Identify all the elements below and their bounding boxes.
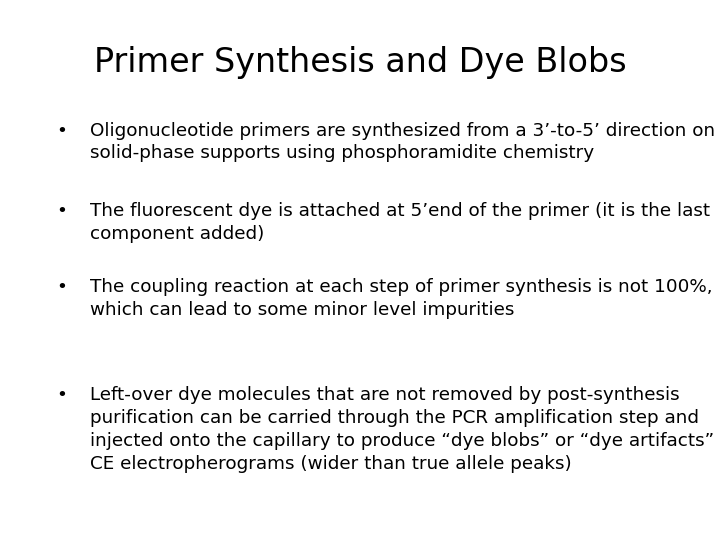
Text: The fluorescent dye is attached at 5’end of the primer (it is the last
component: The fluorescent dye is attached at 5’end…: [90, 202, 710, 244]
Text: Left-over dye molecules that are not removed by post-synthesis
purification can : Left-over dye molecules that are not rem…: [90, 386, 720, 473]
Text: •: •: [55, 278, 67, 296]
Text: Oligonucleotide primers are synthesized from a 3’-to-5’ direction on
solid-phase: Oligonucleotide primers are synthesized …: [90, 122, 715, 163]
Text: •: •: [55, 122, 67, 139]
Text: The coupling reaction at each step of primer synthesis is not 100%,
which can le: The coupling reaction at each step of pr…: [90, 278, 713, 319]
Text: Primer Synthesis and Dye Blobs: Primer Synthesis and Dye Blobs: [94, 46, 626, 79]
Text: •: •: [55, 386, 67, 404]
Text: •: •: [55, 202, 67, 220]
